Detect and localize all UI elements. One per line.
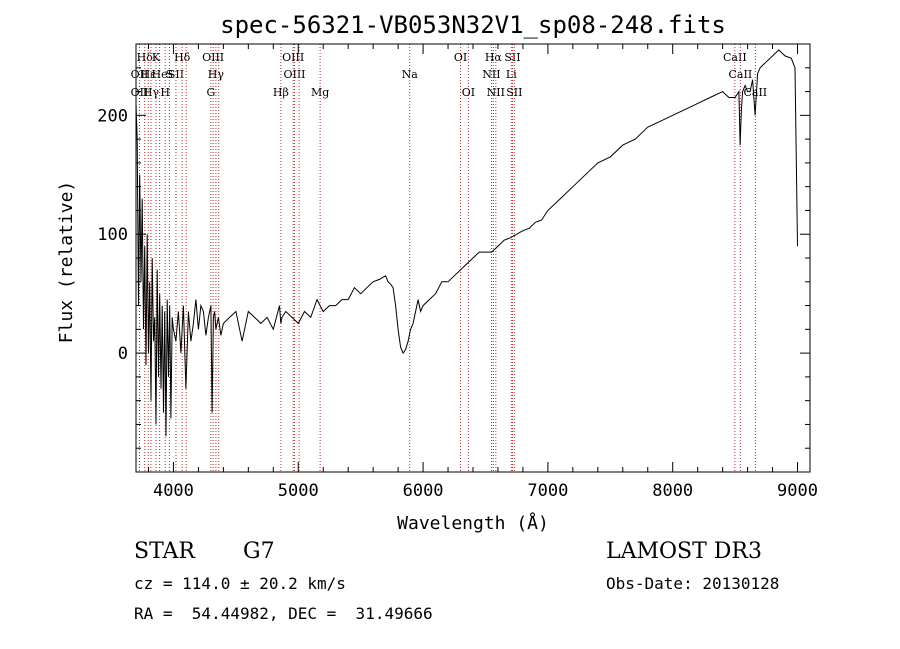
line-label-6: He xyxy=(152,68,168,81)
line-label-8: S xyxy=(166,68,174,81)
x-axis-label: Wavelength (Å) xyxy=(397,512,549,534)
line-label-9: SII xyxy=(168,68,184,81)
x-tick-label-8000: 8000 xyxy=(652,481,693,501)
x-tick-label-4000: 4000 xyxy=(153,481,194,501)
chart-title: spec-56321-VB053N32V1_sp08-248.fits xyxy=(220,11,726,39)
axis-tick-labels: 4000 5000 6000 7000 8000 9000 0 100 200 xyxy=(97,106,818,501)
line-label-2: Hδ xyxy=(137,51,154,64)
object-class: STAR xyxy=(134,539,195,564)
survey-name: LAMOST DR3 xyxy=(606,539,762,564)
line-label-29: SII xyxy=(506,86,522,99)
object-subclass: G7 xyxy=(243,539,275,564)
line-label-10: Hδ xyxy=(174,51,191,64)
line-label-26: NII xyxy=(487,86,505,99)
x-tick-label-5000: 5000 xyxy=(278,481,319,501)
x-tick-label-7000: 7000 xyxy=(527,481,568,501)
observation-date: Obs-Date: 20130128 xyxy=(606,574,780,593)
line-label-13: OIII xyxy=(202,51,224,64)
line-label-31: CaII xyxy=(729,68,753,81)
line-label-7: H xyxy=(160,86,170,99)
x-tick-label-6000: 6000 xyxy=(403,481,444,501)
redshift-velocity: cz = 114.0 ± 20.2 km/s xyxy=(134,574,346,593)
line-label-5: K xyxy=(152,51,161,64)
line-label-22: OI xyxy=(454,51,467,64)
line-label-14: Hγ xyxy=(208,68,225,81)
line-label-21: Na xyxy=(402,68,419,81)
line-label-4: Hγ xyxy=(143,86,160,99)
line-label-32: CaII xyxy=(743,86,767,99)
line-label-20: Mg xyxy=(311,86,329,99)
y-axis-label: Flux (relative) xyxy=(56,181,77,344)
y-tick-label-0: 0 xyxy=(118,344,128,364)
line-label-1: OII xyxy=(131,86,149,99)
plot-frame xyxy=(135,43,811,473)
x-tick-label-9000: 9000 xyxy=(777,481,818,501)
y-tick-label-200: 200 xyxy=(97,106,128,126)
line-label-30: CaII xyxy=(723,51,747,64)
line-label-18: OIII xyxy=(283,68,305,81)
line-label-27: Li xyxy=(506,68,517,81)
y-tick-label-100: 100 xyxy=(97,225,128,245)
flux-series-line xyxy=(135,49,798,437)
spectral-line-markers: OIIOIIHδHεHγKHeHSSIIHδGOIIIHγHβOIIIOIIIM… xyxy=(131,44,767,472)
line-label-24: NII xyxy=(482,68,500,81)
line-label-12: G xyxy=(206,86,215,99)
line-label-3: Hε xyxy=(141,68,157,81)
line-label-16: Hβ xyxy=(273,86,289,99)
axis-ticks xyxy=(136,43,810,472)
sky-coordinates: RA = 54.44982, DEC = 31.49666 xyxy=(134,604,433,623)
line-label-17: OIII xyxy=(282,51,304,64)
line-label-25: Hα xyxy=(485,51,503,64)
line-label-23: OI xyxy=(462,86,475,99)
line-label-28: SII xyxy=(504,51,520,64)
